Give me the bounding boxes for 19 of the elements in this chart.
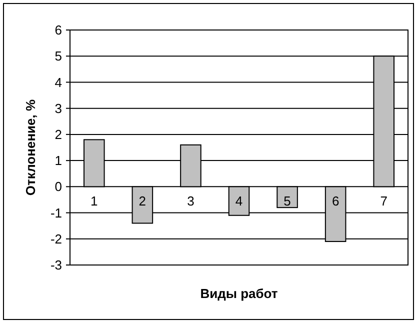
y-tick-label: 0 bbox=[54, 179, 62, 194]
y-axis-title: Отклонение, % bbox=[23, 99, 38, 196]
x-tick-label: 7 bbox=[380, 194, 388, 209]
y-tick-label: 2 bbox=[54, 126, 62, 142]
y-tick-label: 1 bbox=[54, 153, 62, 168]
y-tick-label: 5 bbox=[54, 48, 62, 64]
x-tick-label: 3 bbox=[187, 194, 194, 209]
y-tick-label: -1 bbox=[50, 205, 62, 220]
y-tick-label: 6 bbox=[54, 22, 62, 38]
x-tick-label: 4 bbox=[235, 194, 243, 209]
y-tick-label: -3 bbox=[50, 258, 62, 273]
y-tick-label: -2 bbox=[50, 231, 62, 246]
x-axis-title: Виды работ bbox=[200, 286, 278, 301]
x-tick-label: 6 bbox=[332, 194, 340, 209]
y-tick-label: 3 bbox=[54, 100, 62, 116]
y-tick-label: 4 bbox=[54, 74, 62, 90]
x-tick-label: 5 bbox=[284, 194, 291, 209]
x-tick-label: 2 bbox=[138, 194, 146, 209]
x-tick-label: 1 bbox=[90, 194, 98, 209]
